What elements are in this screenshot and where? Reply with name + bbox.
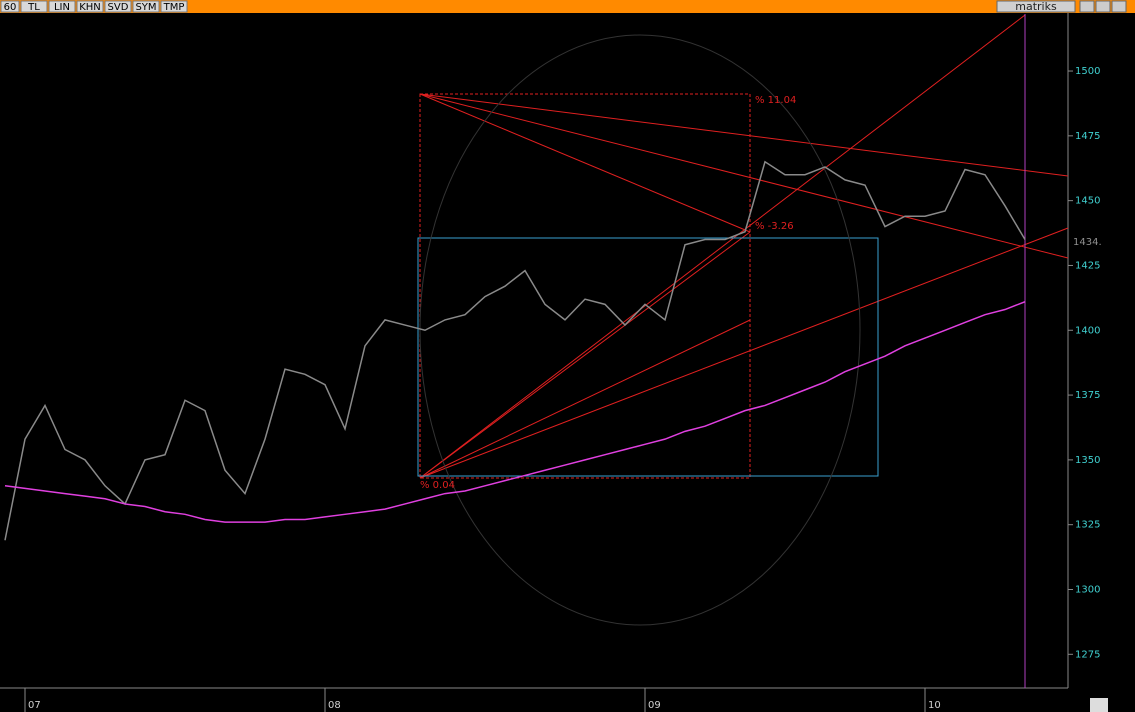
y-tick-label: 1350	[1075, 455, 1100, 466]
box-tool	[417, 237, 879, 477]
toolbar-button[interactable]	[76, 0, 104, 13]
series-line	[4, 160, 1026, 541]
close[interactable]	[1111, 0, 1127, 13]
toolbar-button-label: TMP	[163, 2, 185, 13]
toolbar-button-label: KHN	[79, 2, 101, 13]
circle-tool	[419, 34, 861, 626]
toolbar-buttons: 60 TL LIN KHN SVD SYM TMP	[0, 0, 188, 13]
toolbar	[0, 0, 1135, 13]
brand-box	[996, 0, 1076, 13]
fan-tools	[419, 14, 1069, 479]
minimize[interactable]	[1079, 0, 1095, 13]
annotation: 1434.	[1073, 237, 1102, 248]
annotation: % 0.04	[420, 480, 455, 491]
toolbar-button-label: LIN	[54, 2, 70, 13]
series-line	[4, 301, 1026, 523]
y-tick-label: 1425	[1075, 260, 1100, 271]
x-tick-label: 08	[328, 700, 341, 711]
annotation: % 11.04	[755, 95, 796, 106]
brand: matriks	[1015, 0, 1057, 13]
refresh-button[interactable]	[1090, 698, 1108, 712]
y-tick-label: 1325	[1075, 520, 1100, 531]
y-tick-label: 1450	[1075, 196, 1100, 207]
y-tick-label: 1400	[1075, 325, 1100, 336]
window-controls[interactable]	[1079, 0, 1127, 13]
toolbar-button-label: 60	[4, 2, 17, 13]
toolbar-button[interactable]	[160, 0, 188, 13]
toolbar-button-label: TL	[27, 2, 40, 13]
toolbar-button[interactable]	[20, 0, 48, 13]
toolbar-button-label: SYM	[135, 2, 156, 13]
y-tick-label: 1475	[1075, 131, 1100, 142]
x-tick-label: 09	[648, 700, 661, 711]
x-tick-label: 10	[928, 700, 941, 711]
x-tick-label: 07	[28, 700, 41, 711]
y-tick-label: 1375	[1075, 390, 1100, 401]
y-tick-label: 1300	[1075, 584, 1100, 595]
toolbar-button[interactable]	[48, 0, 76, 13]
toolbar-button-label: SVD	[108, 2, 129, 13]
toolbar-button[interactable]	[132, 0, 160, 13]
annotation: % -3.26	[755, 221, 794, 232]
toolbar-button[interactable]	[104, 0, 132, 13]
maximize[interactable]	[1095, 0, 1111, 13]
y-tick-label: 1500	[1075, 66, 1100, 77]
y-tick-label: 1275	[1075, 649, 1100, 660]
toolbar-button[interactable]	[0, 0, 20, 13]
